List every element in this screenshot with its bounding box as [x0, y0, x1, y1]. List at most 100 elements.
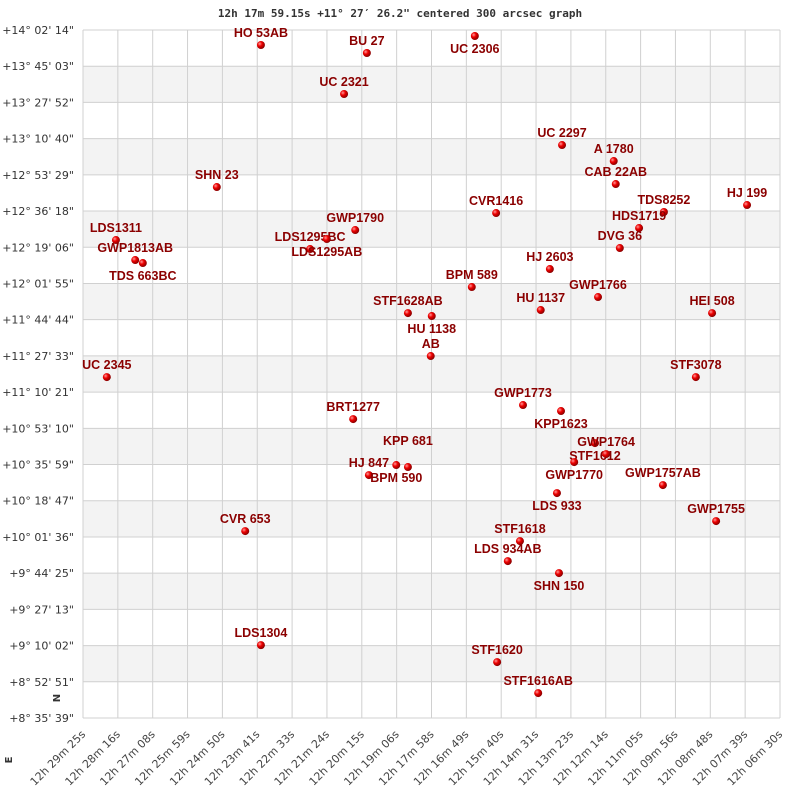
star-marker: GWP1770 [545, 458, 603, 482]
y-tick-label: +12° 01' 55" [2, 277, 74, 290]
star-point [470, 32, 479, 41]
y-tick-label: +10° 35' 59" [2, 459, 74, 472]
star-marker: STF1616AB [503, 674, 573, 698]
star-point [611, 180, 620, 189]
star-point [609, 157, 618, 166]
compass-east-label: E [4, 756, 15, 763]
star-point [712, 517, 721, 526]
star-label: HEI 508 [689, 294, 734, 308]
star-marker: HEI 508 [689, 294, 735, 318]
star-point [426, 352, 435, 361]
star-label: GWP1770 [545, 468, 603, 482]
star-marker: UC 2306 [450, 32, 500, 56]
star-marker: GWP1790 [326, 211, 384, 235]
y-tick-label: +13° 10' 40" [2, 133, 74, 146]
star-label: HU 1137 [516, 291, 565, 305]
star-point [256, 641, 265, 650]
star-point [545, 265, 554, 274]
star-label: SHN 150 [534, 579, 585, 593]
star-label: LDS1295BC [275, 230, 346, 244]
star-label: GWP1790 [326, 211, 384, 225]
star-marker: STF3078 [670, 358, 722, 382]
star-label: LDS 934AB [474, 542, 541, 556]
y-tick-label: +8° 52' 51" [9, 676, 74, 689]
star-marker: UC 2345 [82, 358, 132, 382]
star-marker: GWP1773 [494, 386, 552, 410]
star-label: CVR 653 [220, 512, 271, 526]
star-point [131, 256, 140, 265]
star-point [594, 293, 603, 302]
star-point [602, 450, 611, 459]
star-point [392, 461, 401, 470]
star-marker: HO 53AB [234, 26, 288, 49]
star-marker: LDS1311 [90, 221, 142, 245]
y-tick-label: +13° 45' 03" [2, 60, 74, 73]
star-label: STF1618 [494, 522, 545, 536]
star-label: AB [422, 337, 440, 351]
star-marker: BPM 590 [370, 461, 422, 485]
star-label: HJ 2603 [526, 250, 573, 264]
star-point [403, 463, 412, 472]
star-point [102, 373, 111, 382]
star-label: BPM 589 [446, 268, 498, 282]
star-label: BU 27 [349, 34, 384, 48]
star-point [552, 489, 561, 498]
star-label: CVR1416 [469, 194, 523, 208]
star-point [492, 209, 501, 218]
star-point [340, 90, 349, 99]
star-label: BPM 590 [370, 471, 422, 485]
star-marker: AB [422, 337, 440, 361]
star-label: HJ 199 [727, 186, 767, 200]
star-point [554, 569, 563, 578]
star-label: KPP 681 [383, 434, 433, 448]
star-marker: STF1620 [471, 643, 523, 667]
star-point [322, 235, 331, 244]
star-point [658, 481, 667, 490]
star-point [111, 236, 120, 245]
star-label: LDS 933 [532, 499, 581, 513]
star-marker: KPP1623 [534, 407, 588, 431]
star-point [518, 401, 527, 410]
y-tick-label: +12° 36' 18" [2, 205, 74, 218]
star-marker: HU 1138 [407, 312, 456, 336]
y-tick-label: +10° 01' 36" [2, 531, 74, 544]
star-marker: SHN 150 [534, 569, 585, 593]
star-point [503, 557, 512, 566]
star-point [659, 208, 668, 217]
star-marker: GWP1764 [577, 435, 635, 459]
star-marker: HJ 199 [727, 186, 767, 210]
y-tick-label: +12° 19' 06" [2, 241, 74, 254]
y-tick-label: +9° 10' 02" [9, 640, 74, 653]
star-label: GWP1755 [687, 502, 745, 516]
star-point [138, 259, 147, 268]
star-marker: TDS8252 [638, 193, 690, 217]
star-label: BRT1277 [326, 400, 380, 414]
star-label: STF1616AB [503, 674, 572, 688]
star-label: HO 53AB [234, 26, 288, 40]
star-marker: KPP 681 [383, 434, 433, 472]
star-point [256, 40, 265, 49]
star-marker: HJ 2603 [526, 250, 574, 274]
star-point [557, 407, 566, 416]
chart-title: 12h 17m 59.15s +11° 27′ 26.2" centered 3… [218, 7, 582, 20]
star-point [362, 48, 371, 57]
star-point [635, 224, 644, 233]
star-label: GWP1766 [569, 278, 627, 292]
star-point [534, 689, 543, 698]
star-point [558, 141, 567, 150]
star-point [691, 373, 700, 382]
star-label: UC 2306 [450, 42, 499, 56]
star-marker: GWP1766 [569, 278, 627, 302]
star-label: A 1780 [594, 142, 634, 156]
star-point [536, 306, 545, 315]
grid-lines [82, 29, 781, 719]
star-label: HDS1719 [612, 209, 666, 223]
star-label: STF1628AB [373, 294, 442, 308]
star-point [241, 527, 250, 536]
star-marker: UC 2297 [537, 126, 587, 150]
star-point [570, 458, 579, 467]
star-marker: CAB 22AB [585, 165, 647, 189]
star-marker: BPM 589 [446, 268, 498, 292]
star-marker: HDS1719 [612, 209, 666, 233]
